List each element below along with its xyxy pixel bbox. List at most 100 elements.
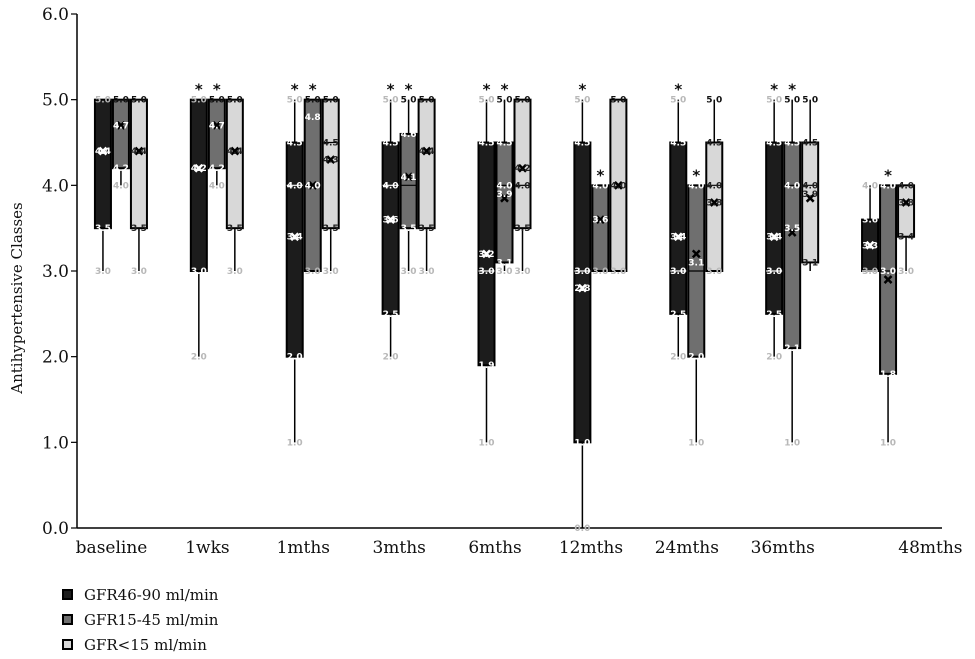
box-rect <box>93 98 112 230</box>
box-group: 2.0 3.0 4.2 5.0* <box>189 81 208 363</box>
data-label: 4.5 <box>802 139 818 149</box>
data-label: 5.0 <box>574 96 590 106</box>
data-label: 3.0 <box>610 267 626 277</box>
mean-marker <box>883 275 893 284</box>
data-label: 4.5 <box>784 139 800 149</box>
data-label: 3.8 <box>898 198 914 208</box>
box-rect <box>207 98 226 170</box>
data-label: 3.0 <box>131 267 147 277</box>
data-label: 3.4 <box>670 233 686 243</box>
significance-star: * <box>501 81 509 99</box>
data-label: 4.3 <box>323 156 339 166</box>
box-group: 2.0 2.5 3.0 3.4 4.5 5.0* <box>765 81 784 363</box>
data-label: 2.5 <box>766 310 782 320</box>
data-label: 3.1 <box>688 258 704 268</box>
box-group: 3.1 3.94.0 4.5 5.0 <box>801 96 820 271</box>
data-label: 4.4 <box>227 147 243 157</box>
mean-marker <box>673 232 683 242</box>
box-group: 3.03.1 3.94.0 4.5 5.0* <box>495 81 514 277</box>
box-rect <box>897 184 916 238</box>
data-label: 3.1 <box>802 258 818 268</box>
mean-marker <box>614 180 623 190</box>
data-label: 0.0 <box>574 524 590 534</box>
data-label: 3.0 <box>862 267 878 277</box>
data-label: 5.0 <box>766 96 782 106</box>
data-label: 4.4 <box>131 147 147 157</box>
box-rect <box>321 98 340 230</box>
data-label: 3.0 <box>670 267 686 277</box>
data-label: 3.0 <box>592 267 608 277</box>
data-label: 4.2 <box>113 164 129 174</box>
data-label: 3.5 <box>227 224 243 234</box>
data-label: 3.5 <box>401 224 417 234</box>
data-label: 4.0 <box>610 181 626 191</box>
data-label: 3.5 <box>323 224 339 234</box>
significance-star: * <box>674 81 682 99</box>
box-group: 3.0 3.5 4.1 4.6 5.0* <box>399 81 418 277</box>
data-label: 5.0 <box>227 96 243 106</box>
data-label: 3.0 <box>766 267 782 277</box>
data-label: 3.0 <box>323 267 339 277</box>
data-label: 4.0 <box>784 181 800 191</box>
box-group: 1.0 1.9 3.0 3.2 4.5 5.0* <box>477 81 496 448</box>
data-label: 5.0 <box>383 96 399 106</box>
y-tick-label: 0.0 <box>42 519 69 539</box>
data-label: 5.0 <box>287 96 303 106</box>
data-label: 4.0 <box>383 181 399 191</box>
data-label: 1.0 <box>479 438 495 448</box>
box-rect <box>591 184 610 272</box>
significance-star: * <box>195 81 203 99</box>
box-group: 2.0 2.5 3.6 4.0 4.5 5.0* <box>381 81 400 363</box>
data-label: 2.1 <box>784 344 800 354</box>
box-rect <box>705 141 724 272</box>
box-rect <box>573 141 592 444</box>
box-group: 3.0 4.0 4.8 5.0* <box>303 81 322 277</box>
legend-label-gfr46-90: GFR46-90 ml/min <box>84 585 219 604</box>
data-label: 1.0 <box>880 438 896 448</box>
data-label: 4.0 <box>113 181 129 191</box>
data-label: 4.2 <box>191 164 207 174</box>
data-label: 3.5 <box>784 224 800 234</box>
data-label: 4.0 <box>802 181 818 191</box>
data-label: 3.5 <box>515 224 531 234</box>
legend-item-gfr46-90: GFR46-90 ml/min <box>62 582 218 607</box>
data-label: 3.9 <box>497 190 513 200</box>
legend-swatch-gfr15-45 <box>62 614 73 625</box>
box-rect <box>417 98 436 230</box>
mean-marker <box>404 172 413 182</box>
data-label: 5.0 <box>131 96 147 106</box>
box-rect <box>669 141 688 315</box>
y-tick-label: 5.0 <box>42 91 69 111</box>
data-label: 2.0 <box>383 353 399 363</box>
data-label: 4.5 <box>287 139 303 149</box>
mean-marker <box>901 198 911 207</box>
legend-item-gfr-lt15: GFR<15 ml/min <box>62 632 218 657</box>
data-label: 3.0 <box>706 267 722 277</box>
legend-label-gfr-lt15: GFR<15 ml/min <box>84 635 207 654</box>
box-rect <box>285 141 304 358</box>
data-label: 3.0 <box>95 267 111 277</box>
data-label: 4.7 <box>209 121 225 131</box>
data-label: 4.2 <box>515 164 531 174</box>
box-group: 4.0 4.2 4.7 5.0* <box>207 81 226 191</box>
x-tick-label: 24mths <box>655 538 719 558</box>
data-label: 3.9 <box>802 190 818 200</box>
x-tick-label: 1mths <box>277 538 330 558</box>
data-label: 3.6 <box>862 216 878 226</box>
mean-marker <box>805 193 815 203</box>
significance-star: * <box>596 166 604 184</box>
data-label: 1.0 <box>287 438 303 448</box>
data-label: 3.0 <box>401 267 417 277</box>
x-tick-label: 1wks <box>185 538 229 558</box>
box-group: 4.0 4.2 4.7 5.0 <box>111 96 130 191</box>
data-label: 2.5 <box>670 310 686 320</box>
box-group: 3.0 3.6 4.0* <box>591 166 610 277</box>
data-label: 3.0 <box>898 267 914 277</box>
data-label: 4.0 <box>305 181 321 191</box>
significance-star: * <box>884 166 892 184</box>
data-label: 4.5 <box>670 139 686 149</box>
mean-marker <box>194 163 204 173</box>
significance-star: * <box>483 81 491 99</box>
data-label: 5.0 <box>419 96 435 106</box>
data-label: 4.5 <box>766 139 782 149</box>
